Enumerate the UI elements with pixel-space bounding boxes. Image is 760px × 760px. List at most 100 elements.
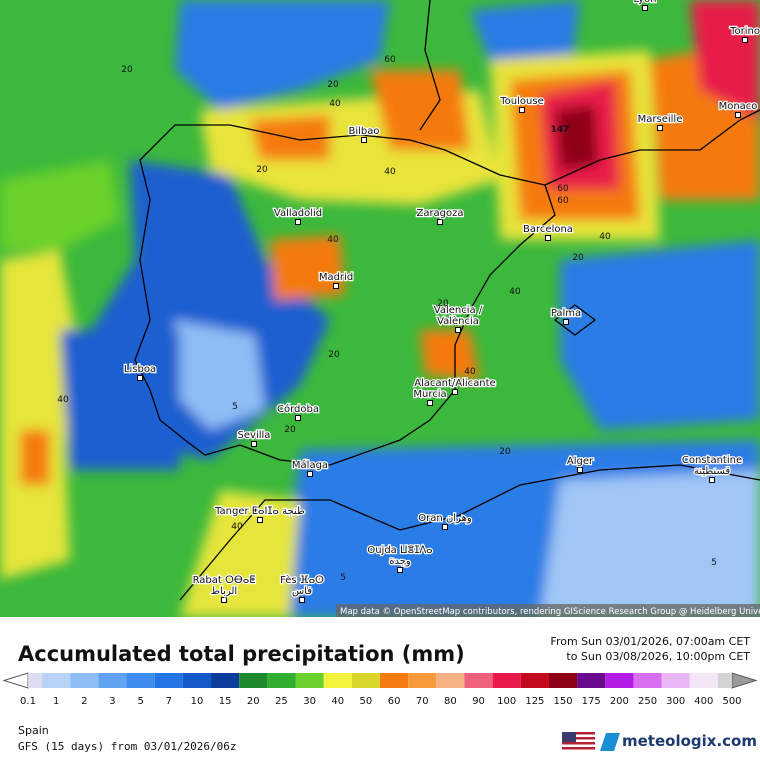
legend-tick-label: 10 <box>191 696 204 707</box>
model-run: GFS (15 days) from 03/01/2026/06z <box>18 740 237 753</box>
contour-label: 60 <box>557 184 569 194</box>
city-label: Murcia <box>413 389 446 400</box>
legend-tick-label: 300 <box>666 696 685 707</box>
city-marker <box>295 219 301 225</box>
legend-tick-label: 125 <box>525 696 544 707</box>
legend-tick-label: 70 <box>416 696 429 707</box>
legend-swatch <box>605 673 634 688</box>
city-label: Marseille <box>638 114 683 125</box>
legend-tick-label: 175 <box>582 696 601 707</box>
legend-tick-label: 150 <box>553 696 572 707</box>
legend-tick-label: 15 <box>219 696 232 707</box>
legend-swatch <box>689 673 718 688</box>
legend-tick-label: 400 <box>694 696 713 707</box>
city-marker <box>709 477 715 483</box>
legend-tick-label: 1 <box>53 696 59 707</box>
city-label: Valencia / <box>434 305 483 316</box>
contour-label: 20 <box>328 350 340 360</box>
contour-label: 60 <box>557 196 569 206</box>
city-label: Sevilla <box>238 430 271 441</box>
legend-tick-label: 25 <box>275 696 288 707</box>
legend-tick-label: 5 <box>137 696 143 707</box>
city-marker <box>577 467 583 473</box>
city-marker <box>545 235 551 241</box>
city-label: Alacant/Alicante <box>414 378 495 389</box>
city-label: Fès ⴼⴰⵙ <box>280 574 324 586</box>
legend-tick-label: 500 <box>722 696 741 707</box>
city-marker <box>642 5 648 11</box>
city-label: Bilbao <box>348 126 379 137</box>
city-marker <box>735 112 741 118</box>
city-label: València <box>437 315 479 327</box>
city-marker <box>333 283 339 289</box>
legend-swatch <box>295 673 324 688</box>
legend-swatch <box>42 673 71 688</box>
legend-swatch <box>717 673 732 688</box>
city-label: Tanger ⵟⴰⵏⵊⴰ طنجة <box>214 506 305 517</box>
city-label: فاس <box>292 586 312 597</box>
legend-arrow-right <box>731 672 758 689</box>
legend-tick-label: 80 <box>444 696 457 707</box>
city-label: Valladolid <box>274 208 322 219</box>
contour-label: 5 <box>340 573 346 583</box>
contour-label: 40 <box>57 395 69 405</box>
contour-label: 40 <box>509 287 521 297</box>
city-marker <box>563 319 569 325</box>
contour-label: 40 <box>599 232 611 242</box>
city-label: Rabat ⵔⴱⴰⵟ <box>193 575 256 586</box>
city-marker <box>657 125 663 131</box>
contour-label: 20 <box>437 299 449 309</box>
contour-label: 20 <box>572 253 584 263</box>
city-marker <box>442 524 448 530</box>
contour-label: 5 <box>711 558 717 568</box>
city-label: Palma <box>551 308 581 319</box>
city-marker <box>295 415 301 421</box>
legend-tick-label: 0.1 <box>20 696 36 707</box>
legend-swatch <box>70 673 99 688</box>
contour-label: 5 <box>232 402 238 412</box>
us-flag <box>562 732 595 750</box>
legend-swatch <box>577 673 606 688</box>
city-label: قسنطينة <box>694 466 731 477</box>
city-marker <box>397 567 403 573</box>
city-marker <box>307 471 313 477</box>
contour-label: 40 <box>384 167 396 177</box>
contour-label: 20 <box>256 165 268 175</box>
city-label: الرباط <box>211 586 237 597</box>
legend-tick-label: 7 <box>166 696 172 707</box>
legend-swatch <box>351 673 380 688</box>
contour-label: 60 <box>384 55 396 65</box>
legend-swatch <box>98 673 127 688</box>
legend-swatch <box>520 673 549 688</box>
city-label: Constantine <box>682 455 742 466</box>
city-marker <box>137 375 143 381</box>
legend-tick-label: 60 <box>388 696 401 707</box>
city-marker <box>427 400 433 406</box>
city-label: Oran وهران <box>418 513 472 524</box>
legend-tick-label: 250 <box>638 696 657 707</box>
legend-swatch <box>492 673 521 688</box>
contour-label: 20 <box>121 65 133 75</box>
city-marker <box>519 107 525 113</box>
legend-tick-label: 2 <box>81 696 87 707</box>
city-marker <box>452 389 458 395</box>
contour-label: 20 <box>327 80 339 90</box>
contour-label: 147 <box>551 125 570 135</box>
city-label: Torino <box>729 26 760 37</box>
legend-swatch <box>211 673 240 688</box>
contour-label: 40 <box>464 367 476 377</box>
legend-tick-label: 40 <box>331 696 344 707</box>
period-from: From Sun 03/01/2026, 07:00am CET <box>550 635 750 648</box>
city-label: Málaga <box>292 459 328 471</box>
legend-arrow-left <box>2 672 29 689</box>
city-marker <box>251 441 257 447</box>
period-to: to Sun 03/08/2026, 10:00pm CET <box>566 650 750 663</box>
city-label: Monaco <box>719 101 758 112</box>
legend-swatch <box>464 673 493 688</box>
city-label: Barcelona <box>523 224 573 235</box>
legend-swatch <box>661 673 690 688</box>
brand: meteologix.com <box>622 732 757 750</box>
legend-tick-label: 30 <box>303 696 316 707</box>
contour-label: 40 <box>329 99 341 109</box>
